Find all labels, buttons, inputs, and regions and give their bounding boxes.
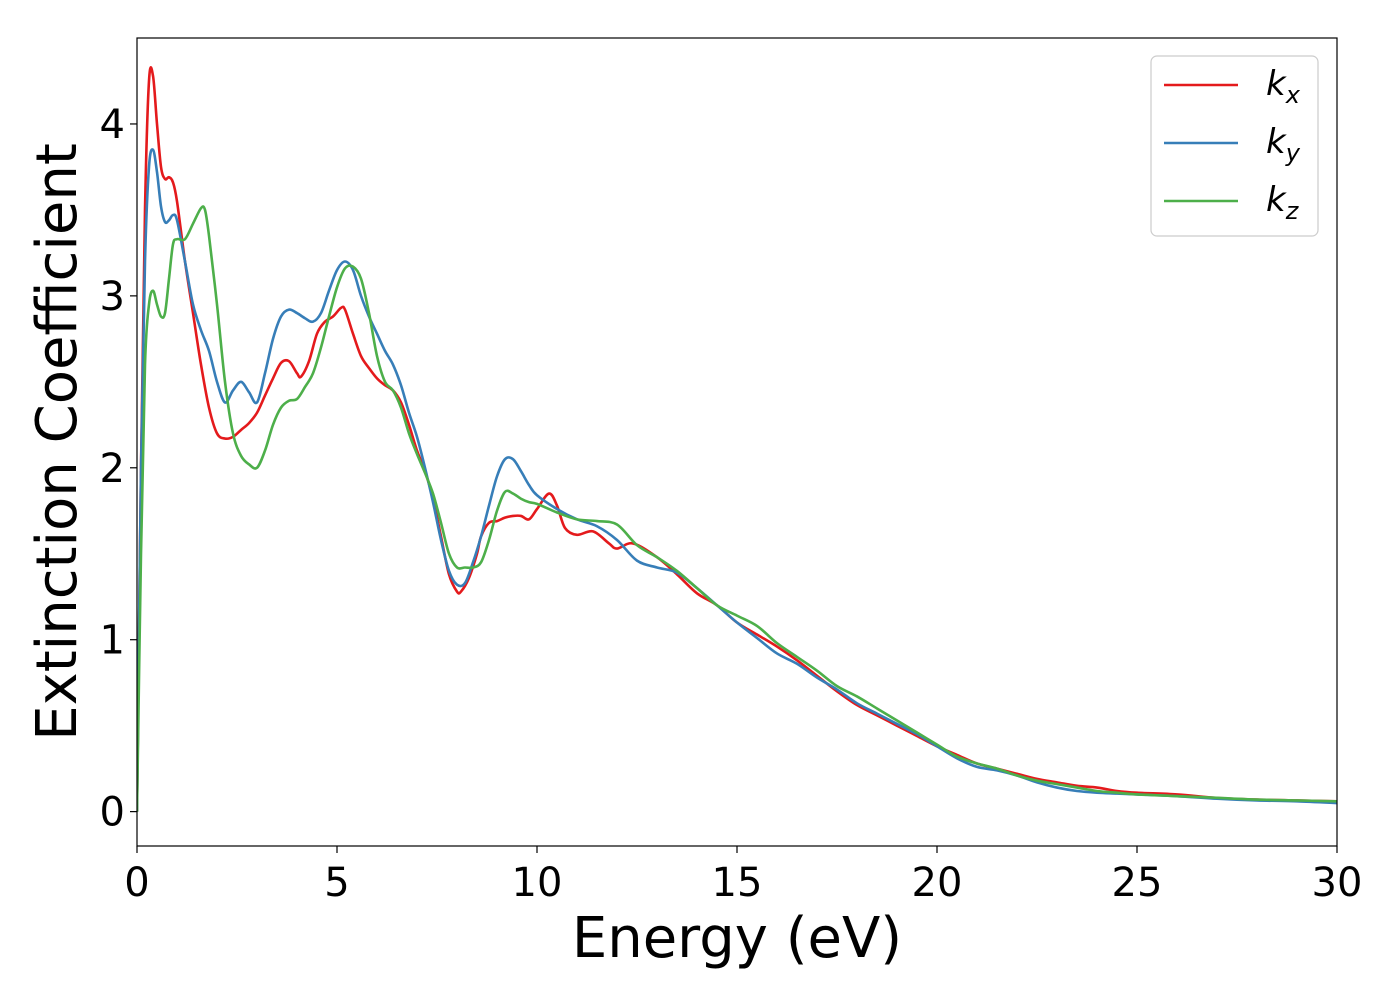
y-tick-label: 3 [100,274,125,320]
legend-item-ky: ky [1164,122,1301,167]
x-tick-label: 20 [912,860,963,906]
y-tick-label: 1 [100,618,125,664]
series-line-k-x [137,66,1337,812]
y-tick-label: 0 [100,790,125,836]
y-axis-title: Extinction Coefficient [25,143,90,741]
legend-item-kz: kz [1164,180,1300,225]
legend-entries: kx ky kz [1164,64,1301,225]
legend-label: ky [1266,122,1301,167]
x-axis: 0 5 10 15 20 25 30 [124,846,1362,906]
x-tick-label: 30 [1312,860,1363,906]
x-tick-label: 10 [512,860,563,906]
legend: kx ky kz [1150,55,1319,237]
x-tick-label: 0 [124,860,149,906]
series-line-k-z [137,205,1337,812]
legend-item-kx: kx [1164,64,1301,109]
y-axis: 0 1 2 3 4 [100,102,137,836]
legend-box [1150,55,1319,237]
legend-label: kz [1266,180,1300,225]
x-axis-title: Energy (eV) [572,906,902,971]
y-tick-label: 2 [100,446,125,492]
legend-label: kx [1266,64,1301,109]
plot-lines [137,66,1337,812]
x-tick-label: 5 [324,860,349,906]
x-tick-label: 15 [712,860,763,906]
series-line-k-y [137,148,1337,812]
y-tick-label: 4 [100,102,125,148]
x-tick-label: 25 [1112,860,1163,906]
